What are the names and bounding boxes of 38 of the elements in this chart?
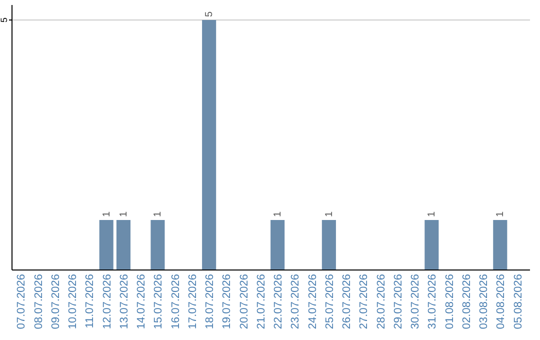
data-label: 1 [152,211,164,217]
x-tick-label: 05.08.2026 [512,274,524,330]
x-tick-label: 09.07.2026 [50,274,62,330]
x-tick-label: 27.07.2026 [358,274,370,330]
x-tick-label: 02.08.2026 [460,274,473,330]
data-label: 1 [324,211,335,217]
data-label: 1 [495,211,506,217]
x-tick-label: 30.07.2026 [410,274,422,330]
x-tick-label: 03.08.2026 [478,274,490,330]
x-tick-label: 07.07.2026 [16,274,28,330]
x-tick-label: 01.08.2026 [444,274,456,330]
x-tick-label: 17.07.2026 [186,274,199,330]
data-label: 1 [101,211,112,217]
data-label: 5 [204,11,216,17]
x-tick-label: 26.07.2026 [341,274,354,330]
x-tick-label: 14.07.2026 [136,274,148,330]
x-tick-label: 20.07.2026 [238,274,250,330]
x-tick-label: 28.07.2026 [375,274,388,330]
x-tick-label: 18.07.2026 [204,274,216,330]
x-tick-label: 24.07.2026 [306,274,319,330]
x-tick-label: 04.08.2026 [495,274,508,330]
x-tick-label: 12.07.2026 [101,274,114,330]
x-tick-label: 10.07.2026 [67,274,80,330]
x-tick-label: 31.07.2026 [426,274,439,330]
x-tick-label: 13.07.2026 [118,274,130,330]
x-tick-label: 21.07.2026 [255,274,268,330]
x-tick-label: 19.07.2026 [221,274,234,330]
x-tick-label: 11.07.2026 [84,274,96,328]
x-tick-label: 22.07.2026 [272,274,285,330]
x-tick-label: 08.07.2026 [32,274,45,330]
x-tick-label: 25.07.2026 [324,274,336,330]
data-label: 1 [426,211,438,217]
x-tick-label: 15.07.2026 [152,274,165,330]
data-label: 1 [272,211,284,217]
x-tick-label: 29.07.2026 [392,274,404,330]
x-tick-label: 23.07.2026 [290,274,302,330]
data-label: 1 [118,211,130,217]
x-tick-label: 16.07.2026 [170,274,182,330]
